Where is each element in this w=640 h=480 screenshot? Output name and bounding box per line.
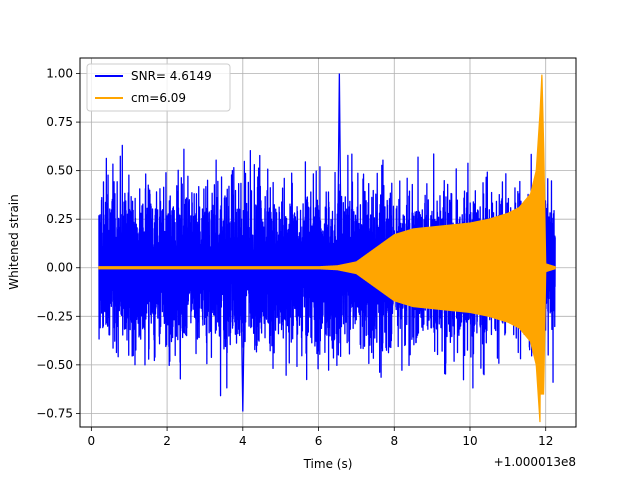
series-line-cm bbox=[98, 74, 556, 423]
series-max-spike-snr bbox=[337, 73, 342, 229]
x-axis: 0 2 4 6 8 10 12 bbox=[88, 427, 553, 448]
y-tick-label: −0.50 bbox=[36, 358, 73, 372]
y-tick-label: 0.50 bbox=[46, 164, 73, 178]
x-tick-label: 6 bbox=[315, 434, 323, 448]
x-axis-offset-label: +1.000013e8 bbox=[494, 455, 576, 469]
y-tick-label: −0.75 bbox=[36, 406, 73, 420]
x-tick-label: 2 bbox=[163, 434, 171, 448]
y-tick-label: 0.75 bbox=[46, 115, 73, 129]
legend-label-cm: cm=6.09 bbox=[131, 91, 186, 105]
y-axis-label: Whitened strain bbox=[7, 194, 21, 290]
x-tick-label: 12 bbox=[538, 434, 553, 448]
legend: SNR= 4.6149 cm=6.09 bbox=[86, 63, 231, 112]
x-axis-label: Time (s) bbox=[303, 457, 353, 471]
y-tick-label: 0.00 bbox=[46, 261, 73, 275]
series-min-spike-snr bbox=[240, 306, 245, 412]
plot-frame bbox=[79, 57, 577, 428]
x-tick-label: 4 bbox=[239, 434, 247, 448]
y-tick-label: 0.25 bbox=[46, 212, 73, 226]
x-tick-label: 10 bbox=[462, 434, 477, 448]
y-tick-label: 1.00 bbox=[46, 67, 73, 81]
legend-label-snr: SNR= 4.6149 bbox=[131, 69, 212, 83]
y-tick-label: −0.25 bbox=[36, 309, 73, 323]
x-tick-label: 8 bbox=[390, 434, 398, 448]
series-layer bbox=[98, 73, 556, 423]
y-axis: −0.75 −0.50 −0.25 0.00 0.25 0.50 0.75 1.00 bbox=[36, 67, 80, 420]
x-tick-label: 0 bbox=[88, 434, 96, 448]
